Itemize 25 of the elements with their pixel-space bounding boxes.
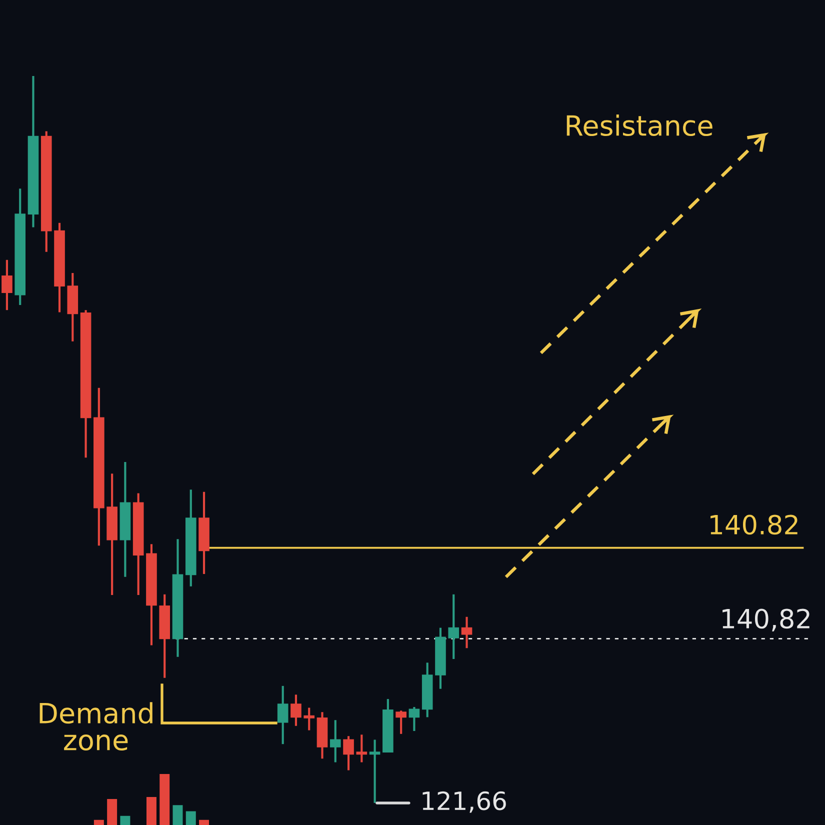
candlestick <box>408 706 420 732</box>
candlestick <box>396 710 406 735</box>
candlestick <box>448 593 460 660</box>
bar <box>107 798 118 825</box>
text: 140,82 <box>722 608 810 632</box>
text: Resistance <box>566 114 712 136</box>
candlestick <box>2 258 12 312</box>
annotation: 121,66 <box>422 791 506 813</box>
annotation: Demand zone <box>40 702 152 750</box>
bar <box>186 811 196 825</box>
bar <box>199 820 210 825</box>
candlestick <box>343 735 354 772</box>
bar <box>172 805 183 825</box>
bar <box>94 820 104 825</box>
candlestick <box>461 616 472 650</box>
candlestick <box>330 719 341 764</box>
candlestick <box>304 706 315 732</box>
candlestick <box>290 694 302 727</box>
text: 140.82 <box>710 514 798 535</box>
candlestick <box>369 738 380 804</box>
candlestick <box>277 684 288 746</box>
candlestick <box>356 734 368 764</box>
bar <box>160 774 170 825</box>
bar <box>120 816 130 825</box>
bar <box>146 796 156 825</box>
